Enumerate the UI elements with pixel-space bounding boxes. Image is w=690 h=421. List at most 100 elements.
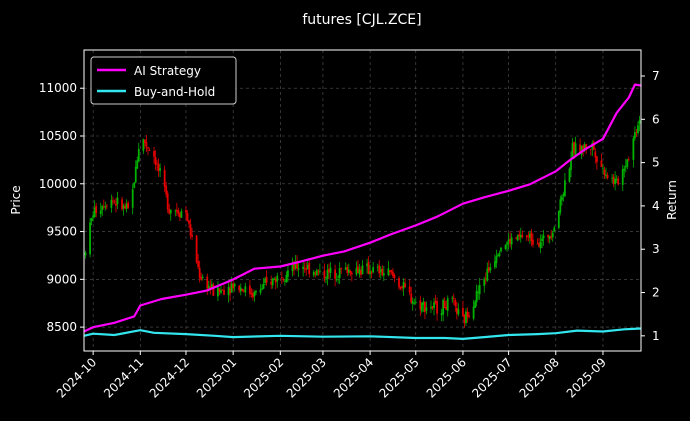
candle-body <box>303 267 306 269</box>
candle-body <box>297 268 300 270</box>
candle-body <box>357 266 359 273</box>
candle-body <box>550 236 553 238</box>
candle-body <box>398 278 400 288</box>
candle-body <box>163 169 166 187</box>
candle-body <box>445 307 448 310</box>
candle-body <box>145 142 148 147</box>
candle-body <box>573 142 575 154</box>
candle-body <box>504 244 507 249</box>
candle-body <box>195 235 198 263</box>
candle-body <box>367 262 370 275</box>
candle-body <box>401 286 403 288</box>
candle-body <box>102 206 105 208</box>
candle-body <box>585 144 588 149</box>
candle-body <box>349 270 352 274</box>
candle-body <box>466 311 469 317</box>
candle-body <box>420 303 423 312</box>
candle-body <box>125 203 128 209</box>
candle-body <box>411 301 414 304</box>
legend-box <box>90 56 237 105</box>
candle-body <box>189 224 192 236</box>
left-tick-label: 11000 <box>39 81 77 95</box>
candle-body <box>84 252 87 256</box>
candle-body <box>372 267 375 273</box>
candle-body <box>410 293 413 303</box>
candle-body <box>530 232 533 242</box>
candle-body <box>606 175 609 179</box>
candle-body <box>627 159 630 161</box>
candle-body <box>562 194 565 196</box>
candle-body <box>175 209 178 212</box>
candle-body <box>210 283 213 289</box>
candle-body <box>583 144 586 150</box>
candle-body <box>143 139 146 143</box>
candle-body <box>93 207 96 218</box>
candle-body <box>538 242 540 247</box>
candle-body <box>402 282 405 289</box>
candle-body <box>121 199 123 210</box>
candle-body <box>265 277 268 283</box>
candle-body <box>344 267 347 270</box>
candle-body <box>621 169 624 185</box>
candle-body <box>212 284 215 296</box>
candle-body <box>261 288 263 290</box>
right-tick-label: 3 <box>652 242 660 256</box>
candle-body <box>436 301 438 314</box>
candle-body <box>147 147 149 149</box>
candle-body <box>451 297 454 299</box>
right-tick-label: 2 <box>652 286 660 300</box>
candle-body <box>527 235 530 237</box>
candle-body <box>113 201 116 203</box>
candle-body <box>264 278 267 283</box>
candle-body <box>337 276 340 278</box>
candle-body <box>154 156 157 165</box>
candle-body <box>133 182 136 188</box>
candle-body <box>430 307 432 309</box>
candle-body <box>477 292 480 293</box>
candle-body <box>500 247 502 252</box>
candle-body <box>612 176 615 184</box>
candle-body <box>148 150 151 151</box>
candle-body <box>637 125 639 133</box>
candle-body <box>624 166 627 168</box>
candle-body <box>262 283 265 289</box>
candle-body <box>169 209 172 214</box>
candle-body <box>116 197 119 205</box>
candle-body <box>369 271 372 274</box>
candle-body <box>475 290 478 303</box>
candle-body <box>180 211 183 218</box>
candle-body <box>347 269 350 273</box>
candle-body <box>440 313 443 316</box>
candle-body <box>560 196 563 201</box>
candle-body <box>239 287 242 292</box>
candle-body <box>541 238 543 242</box>
candle-body <box>419 300 422 310</box>
candle-body <box>293 264 295 270</box>
candle-body <box>615 178 618 181</box>
candle-body <box>381 268 384 276</box>
right-axis: 1 2 3 4 5 6 7 <box>641 69 660 343</box>
candle-body <box>200 277 203 280</box>
candle-body <box>142 139 145 151</box>
candle-body <box>486 268 489 281</box>
candle-body <box>110 199 113 208</box>
candle-body <box>296 261 298 269</box>
candle-body <box>570 158 572 170</box>
candle-body <box>434 300 437 303</box>
candle-body <box>255 290 257 293</box>
candle-body <box>536 243 539 245</box>
candle-body <box>617 178 620 185</box>
candle-body <box>595 156 598 163</box>
candle-body <box>393 274 396 279</box>
candle-body <box>605 174 607 177</box>
candle-body <box>443 301 446 308</box>
candle-body <box>626 159 629 167</box>
candle-body <box>463 315 466 324</box>
candle-body <box>379 269 382 273</box>
candle-body <box>291 262 294 272</box>
candle-body <box>452 297 455 299</box>
candle-body <box>462 308 464 317</box>
candle-body <box>191 235 193 237</box>
candle-body <box>388 270 391 273</box>
